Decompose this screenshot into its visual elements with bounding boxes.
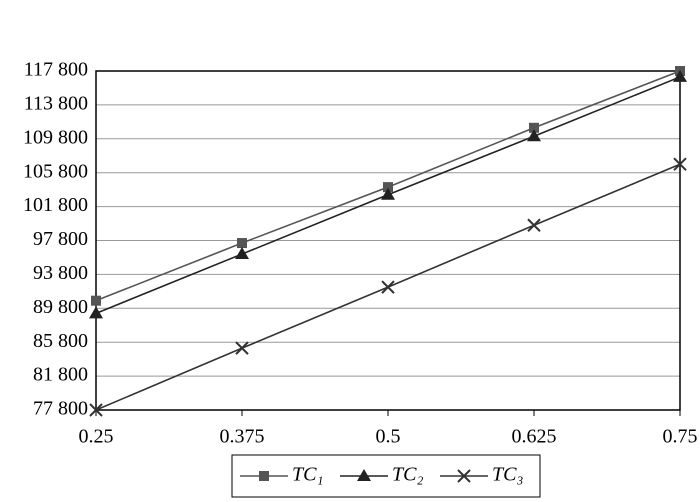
marker bbox=[673, 69, 687, 82]
marker bbox=[529, 122, 539, 133]
x-tick-label: 0.375 bbox=[220, 426, 265, 448]
y-tick-label: 113 800 bbox=[24, 92, 88, 114]
y-tick-label: 89 800 bbox=[33, 296, 88, 318]
marker bbox=[457, 469, 471, 483]
x-tick-label: 0.25 bbox=[79, 426, 114, 448]
marker bbox=[235, 247, 249, 260]
marker bbox=[357, 469, 371, 481]
legend-label: TC₃ bbox=[492, 464, 523, 486]
y-tick-label: 109 800 bbox=[23, 126, 88, 148]
y-tick-label: 97 800 bbox=[33, 228, 88, 250]
y-tick-label: 81 800 bbox=[33, 364, 88, 386]
marker bbox=[527, 218, 541, 232]
marker bbox=[381, 187, 395, 200]
marker bbox=[235, 341, 249, 355]
y-tick-label: 105 800 bbox=[23, 160, 88, 182]
plot-border bbox=[95, 70, 681, 411]
y-tick-label: 77 800 bbox=[33, 398, 88, 420]
legend-label: TC₁ bbox=[292, 464, 323, 486]
legend-label: TC₂ bbox=[392, 464, 423, 486]
marker bbox=[89, 403, 103, 417]
x-tick-label: 0.625 bbox=[512, 426, 557, 448]
y-tick-label: 101 800 bbox=[23, 194, 88, 216]
marker bbox=[259, 471, 269, 481]
marker bbox=[527, 129, 541, 142]
marker bbox=[89, 306, 103, 319]
y-tick-label: 93 800 bbox=[33, 262, 88, 284]
marker bbox=[91, 295, 101, 306]
marker bbox=[673, 157, 687, 171]
marker bbox=[381, 280, 395, 294]
marker bbox=[383, 182, 393, 193]
x-tick-label: 0.5 bbox=[376, 426, 401, 448]
x-tick-label: 0.75 bbox=[663, 426, 698, 448]
marker bbox=[237, 238, 247, 249]
y-tick-label: 85 800 bbox=[33, 330, 88, 352]
y-tick-label: 117 800 bbox=[24, 59, 88, 81]
legend: TC₁ TC₂ TC₃ bbox=[231, 454, 541, 498]
